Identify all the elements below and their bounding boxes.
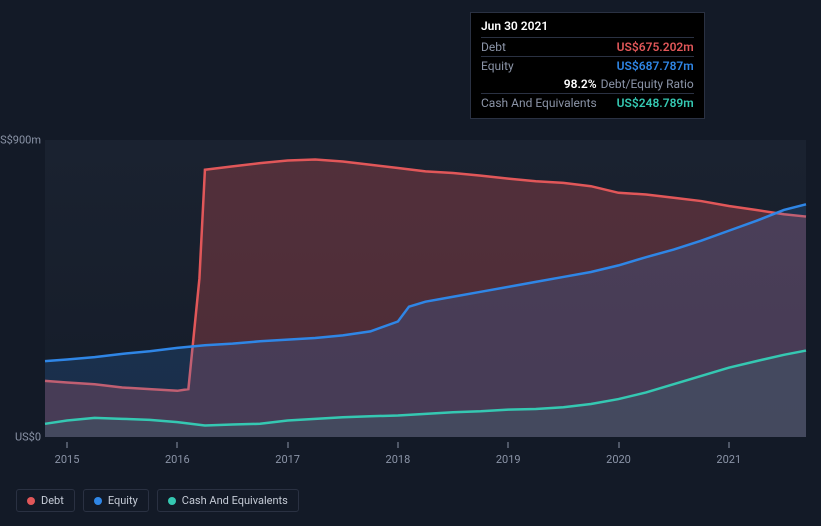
- tooltip-row-value: 98.2%Debt/Equity Ratio: [564, 77, 694, 91]
- tooltip-row-value: US$675.202m: [617, 40, 694, 54]
- x-axis-label: 2018: [386, 453, 411, 466]
- x-axis-tick: [67, 442, 68, 448]
- tooltip-row: Debt US$675.202m: [481, 37, 694, 56]
- tooltip-date: Jun 30 2021: [481, 19, 694, 37]
- chart-legend: Debt Equity Cash And Equivalents: [16, 489, 299, 512]
- legend-label: Equity: [108, 494, 138, 507]
- x-axis-label: 2016: [165, 453, 190, 466]
- x-axis-label: 2021: [716, 453, 741, 466]
- tooltip-row-value: US$248.789m: [617, 96, 694, 110]
- tooltip-row-label: Cash And Equivalents: [481, 96, 597, 110]
- legend-dot: [27, 497, 35, 505]
- tooltip-row: Equity US$687.787m: [481, 56, 694, 75]
- x-axis-tick: [177, 442, 178, 448]
- legend-dot: [168, 497, 176, 505]
- tooltip-row-label: Equity: [481, 59, 514, 73]
- tooltip-row: 98.2%Debt/Equity Ratio: [481, 75, 694, 93]
- x-axis-label: 2019: [496, 453, 521, 466]
- legend-dot: [94, 497, 102, 505]
- chart-svg: [45, 140, 806, 437]
- x-axis-tick: [728, 442, 729, 448]
- chart-tooltip: Jun 30 2021 Debt US$675.202m Equity US$687.…: [470, 12, 705, 119]
- x-axis-label: 2017: [275, 453, 300, 466]
- legend-item-debt[interactable]: Debt: [16, 489, 75, 512]
- x-axis-tick: [508, 442, 509, 448]
- tooltip-row-value: US$687.787m: [617, 59, 694, 73]
- tooltip-row-suffix: Debt/Equity Ratio: [601, 77, 694, 91]
- chart-plot-area[interactable]: [45, 140, 806, 437]
- x-axis-tick: [287, 442, 288, 448]
- legend-label: Cash And Equivalents: [182, 494, 288, 507]
- x-axis-tick: [618, 442, 619, 448]
- legend-label: Debt: [41, 494, 64, 507]
- x-axis-label: 2015: [55, 453, 80, 466]
- tooltip-row-label: Debt: [481, 40, 506, 54]
- x-axis-tick: [397, 442, 398, 448]
- y-axis-label: US$900m: [0, 134, 41, 147]
- y-axis-label: US$0: [15, 431, 41, 444]
- tooltip-rows: Debt US$675.202m Equity US$687.787m 98.2%Deb…: [481, 37, 694, 112]
- x-axis-label: 2020: [606, 453, 631, 466]
- legend-item-cash[interactable]: Cash And Equivalents: [157, 489, 299, 512]
- legend-item-equity[interactable]: Equity: [83, 489, 149, 512]
- tooltip-row: Cash And Equivalents US$248.789m: [481, 93, 694, 112]
